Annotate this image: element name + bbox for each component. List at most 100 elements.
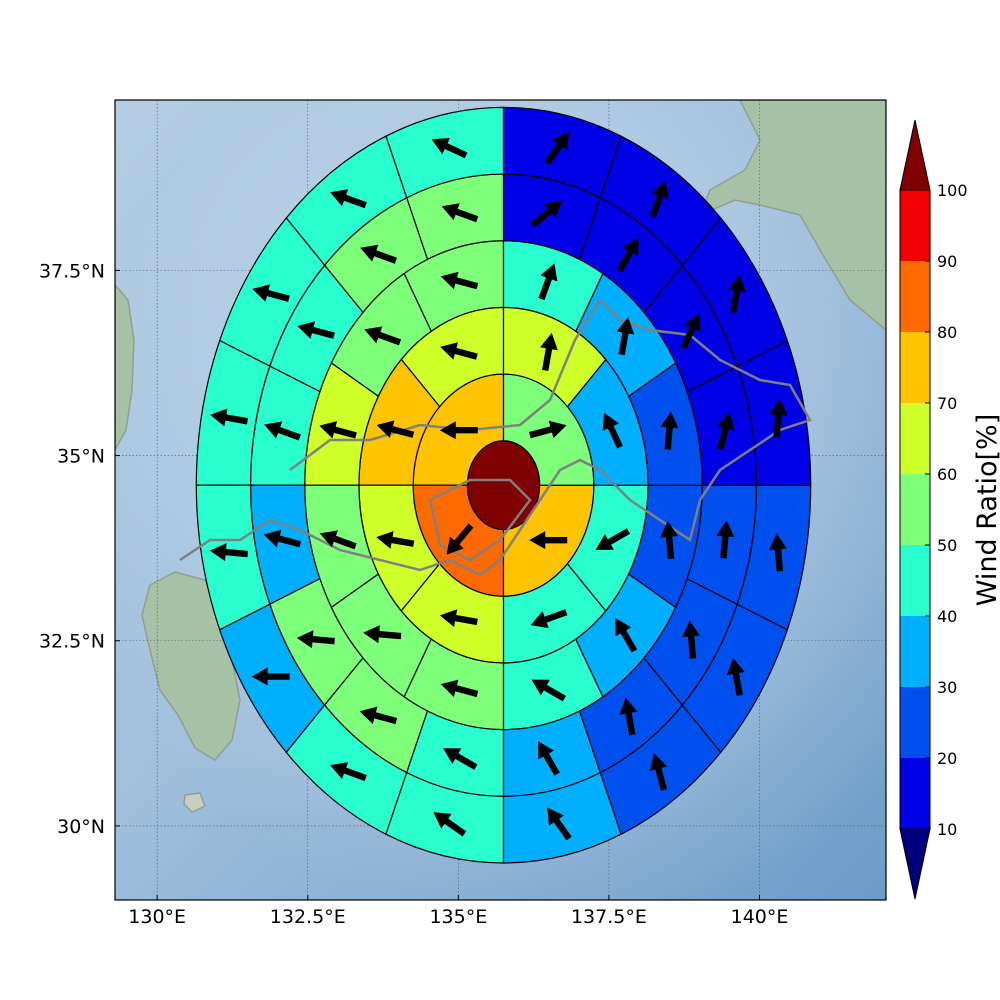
- arrow-r2-s2: [319, 421, 357, 439]
- arrow-r2-s5: [440, 679, 479, 698]
- arrow-r2-s4: [363, 625, 402, 644]
- colorbar-over-triangle: [899, 119, 931, 191]
- colorbar: 10 20 30 40 50 60 70 80 90 100: [899, 119, 968, 900]
- arrow-r3-s3: [264, 421, 301, 441]
- colorbar-tick-label-2: 30: [937, 678, 957, 697]
- arrow-r0-s1: [446, 523, 474, 555]
- arrow-r2-s9: [660, 411, 679, 450]
- x-tick-label-4: 140°E: [731, 906, 789, 928]
- colorbar-segment-0: [900, 758, 930, 829]
- arrow-r4-s7: [433, 812, 467, 837]
- colorbar-segment-7: [900, 261, 930, 332]
- arrow-r3-s12: [717, 412, 735, 451]
- y-tick-label-1: 35°N: [57, 446, 105, 468]
- arrow-r3-s9: [619, 697, 638, 736]
- x-tick-label-2: 135°E: [429, 906, 487, 928]
- x-tick-label-0: 130°E: [128, 906, 186, 928]
- colorbar-tick-label-7: 80: [937, 323, 957, 342]
- arrow-r2-s3: [319, 530, 357, 550]
- arrow-r3-s5: [296, 630, 335, 649]
- arrow-r2-s11: [538, 263, 558, 301]
- arrow-r1-s3: [439, 609, 478, 627]
- colorbar-segment-2: [900, 616, 930, 687]
- land-korea: [115, 283, 135, 451]
- arrow-r3-s15: [530, 200, 563, 228]
- colorbar-label: Wind Ratio[%]: [972, 414, 1000, 606]
- arrow-r1-s1: [376, 420, 415, 438]
- colorbar-tick-label-6: 70: [937, 394, 957, 413]
- land-honshu-northeast: [698, 100, 886, 331]
- colorbar-segment-6: [900, 332, 930, 403]
- arrow-r4-s6: [330, 762, 367, 782]
- colorbar-tick-label-3: 40: [937, 607, 957, 626]
- sector-rings: [195, 106, 812, 864]
- arrow-r3-s0: [441, 203, 479, 223]
- arrow-r3-s10: [682, 620, 701, 659]
- arrow-r3-s13: [680, 313, 701, 350]
- arrow-r1-s7: [540, 333, 558, 372]
- arrow-r1-s5: [595, 528, 631, 550]
- arrow-r2-s10: [616, 317, 635, 356]
- arrow-r0-s2: [529, 531, 568, 550]
- arrow-r0-s0: [439, 421, 478, 440]
- arrow-r4-s9: [649, 753, 668, 791]
- colorbar-segment-5: [900, 403, 930, 474]
- wind-arrows: [209, 131, 788, 841]
- x-axis-ticks: 130°E 132.5°E 135°E 137.5°E 140°E: [128, 895, 788, 928]
- coastline-overlay: [179, 298, 812, 577]
- arrow-r3-s7: [442, 748, 478, 770]
- arrow-r4-s4: [209, 543, 249, 562]
- colorbar-tick-label-9: 100: [937, 181, 968, 200]
- arrow-r1-s6: [602, 412, 623, 449]
- arrow-r4-s8: [547, 807, 572, 841]
- arrow-r1-s4: [530, 609, 568, 629]
- colorbar-segment-3: [900, 545, 930, 616]
- colorbar-segment-4: [900, 474, 930, 545]
- y-tick-label-0: 37.5°N: [39, 260, 105, 282]
- arrow-r3-s2: [297, 321, 335, 339]
- arrow-r0-s3: [529, 420, 567, 439]
- arrow-r3-s1: [360, 244, 397, 264]
- arrow-r4-s5: [251, 667, 290, 686]
- arrow-r3-s4: [263, 529, 302, 548]
- colorbar-segment-1: [900, 687, 930, 758]
- arrow-r2-s8: [660, 520, 679, 560]
- arrow-r2-s6: [531, 679, 566, 702]
- y-axis-ticks: 37.5°N 35°N 32.5°N 30°N: [39, 260, 120, 838]
- colorbar-segment-8: [900, 190, 930, 261]
- arrow-r3-s6: [359, 706, 398, 725]
- arrow-r4-s14: [649, 180, 669, 218]
- arrow-r2-s0: [440, 271, 479, 290]
- arrow-r4-s15: [544, 131, 570, 165]
- colorbar-tick-label-5: 60: [937, 465, 957, 484]
- map-frame: [114, 99, 887, 901]
- arrow-r1-s0: [440, 342, 478, 360]
- arrow-r4-s12: [769, 399, 788, 438]
- colorbar-tick-label-1: 20: [937, 749, 957, 768]
- sector-r4-s15: [502, 106, 622, 199]
- arrow-r2-s7: [615, 618, 638, 653]
- y-tick-label-3: 30°N: [57, 816, 105, 838]
- arrow-r1-s2: [376, 531, 415, 549]
- arrow-r3-s11: [716, 520, 735, 559]
- colorbar-tick-label-4: 50: [937, 536, 957, 555]
- land-island: [183, 792, 206, 813]
- colorbar-tick-label-8: 90: [937, 252, 957, 271]
- arrow-r4-s2: [252, 284, 290, 302]
- arrow-r3-s14: [616, 237, 639, 273]
- arrow-r4-s10: [727, 657, 745, 696]
- y-tick-label-2: 32.5°N: [39, 631, 105, 653]
- arrow-r4-s0: [431, 137, 468, 159]
- colorbar-under-triangle: [899, 828, 931, 900]
- x-tick-label-3: 137.5°E: [571, 906, 647, 928]
- arrow-r4-s13: [728, 275, 746, 314]
- arrow-r4-s1: [330, 189, 367, 209]
- arrow-r2-s1: [364, 326, 402, 346]
- colorbar-frame: [899, 189, 931, 830]
- arrow-r4-s11: [768, 533, 787, 572]
- colorbar-tick-label-0: 10: [937, 820, 957, 839]
- x-tick-label-1: 132.5°E: [270, 906, 346, 928]
- arrow-r3-s8: [538, 741, 560, 776]
- arrow-r4-s3: [210, 408, 249, 427]
